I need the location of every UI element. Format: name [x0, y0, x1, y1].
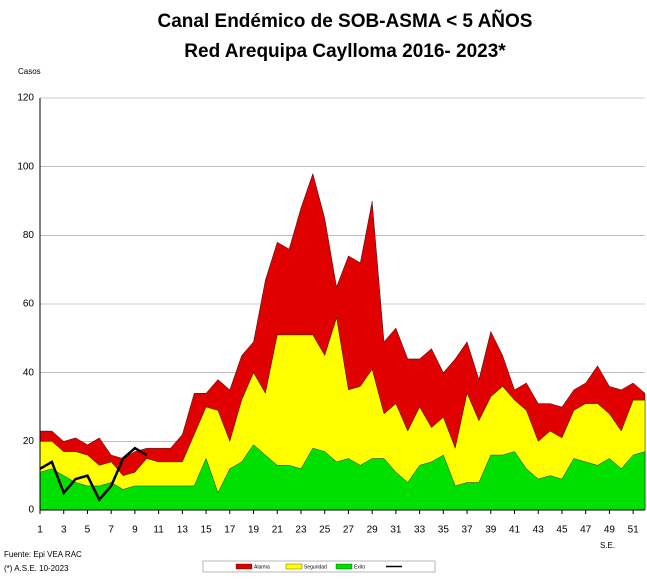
x-tick-label: 3	[61, 525, 67, 536]
x-tick-label: 11	[153, 525, 164, 536]
x-tick-label: 33	[414, 525, 426, 536]
legend-swatch	[335, 563, 353, 570]
x-tick-label: 41	[509, 525, 521, 536]
x-tick-label: 27	[343, 525, 355, 536]
source: Fuente: Epi VEA RAC	[4, 550, 82, 559]
legend-box	[202, 560, 436, 573]
x-axis-label: S.E.	[600, 541, 615, 550]
x-tick-label: 7	[108, 525, 114, 536]
y-tick-label: 100	[17, 161, 34, 172]
x-tick-label: 49	[604, 525, 616, 536]
note: (*) A.S.E. 10-2023	[4, 564, 69, 573]
y-tick-label: 60	[23, 299, 35, 310]
x-tick-label: 37	[461, 525, 473, 536]
x-tick-label: 39	[485, 525, 497, 536]
legend-swatch	[235, 563, 253, 570]
x-tick-label: 13	[177, 525, 189, 536]
legend-swatch	[285, 563, 303, 570]
x-tick-label: 25	[319, 525, 331, 536]
area	[39, 444, 646, 511]
x-tick-label: 19	[248, 525, 260, 536]
x-tick-label: 29	[367, 525, 379, 536]
x-tick-label: 23	[295, 525, 307, 536]
legend-label: Alarma	[254, 564, 270, 570]
y-tick-label: 40	[23, 367, 35, 378]
y-tick-label: 120	[17, 93, 34, 104]
legend-label: Exito	[354, 564, 365, 570]
x-tick-label: 1	[37, 525, 43, 536]
y-tick-label: 0	[28, 505, 34, 516]
y-axis-label: Casos	[18, 67, 41, 76]
x-tick-label: 35	[438, 525, 450, 536]
legend-label: Seguridad	[304, 564, 327, 570]
x-tick-label: 31	[390, 525, 402, 536]
line	[39, 446, 148, 502]
y-tick-label: 20	[23, 436, 35, 447]
x-tick-label: 43	[533, 525, 545, 536]
x-tick-label: 47	[580, 525, 592, 536]
x-tick-label: 51	[628, 525, 640, 536]
x-tick-label: 21	[272, 525, 284, 536]
x-tick-label: 9	[132, 525, 138, 536]
x-tick-label: 5	[85, 525, 91, 536]
chart-subtitle: Red Arequipa Caylloma 2016- 2023*	[184, 41, 506, 62]
x-tick-label: 45	[556, 525, 568, 536]
x-tick-label: 17	[224, 525, 236, 536]
y-tick-label: 80	[23, 230, 35, 241]
x-tick-label: 15	[201, 525, 213, 536]
chart-title: Canal Endémico de SOB-ASMA < 5 AÑOS	[158, 10, 533, 32]
